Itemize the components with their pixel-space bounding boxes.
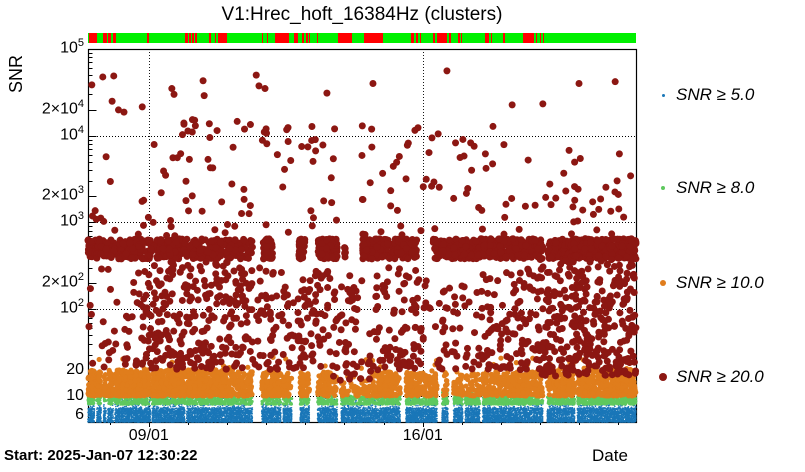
y-tick-label: 2×102	[41, 271, 84, 291]
legend: SNR ≥ 5.0 SNR ≥ 8.0 SNR ≥ 10.0 SNR ≥ 20.…	[650, 0, 805, 472]
legend-marker-box	[650, 372, 676, 382]
legend-item-snr10: SNR ≥ 10.0	[650, 268, 764, 298]
y-tick-label: 104	[60, 123, 84, 144]
x-axis-title: Date	[592, 446, 628, 465]
y-tick-label: 10	[66, 386, 84, 404]
legend-label-snr8: SNR ≥ 8.0	[676, 178, 755, 197]
snr8-marker-icon	[660, 185, 666, 191]
legend-label-snr5: SNR ≥ 5.0	[676, 85, 755, 104]
start-time-label: Start: 2025-Jan-07 12:30:22	[4, 447, 198, 464]
legend-item-snr5: SNR ≥ 5.0	[650, 80, 754, 110]
snr10-marker-icon	[659, 279, 667, 287]
y-tick-label: 102	[60, 297, 84, 317]
y-tick-label: 6	[75, 406, 84, 424]
y-tick-label: 20	[66, 360, 84, 378]
y-tick-label: 2×104	[41, 97, 84, 117]
legend-marker-box	[650, 185, 676, 191]
y-tick-label: 2×103	[41, 184, 84, 204]
x-tick-label: 16/01	[402, 427, 443, 444]
legend-label-snr10: SNR ≥ 10.0	[676, 273, 764, 292]
snr5-marker-icon	[661, 93, 665, 97]
legend-marker-box	[650, 279, 676, 287]
x-tick-label: 09/01	[128, 427, 169, 444]
y-tick-label: 105	[60, 37, 84, 57]
snr20-marker-icon	[658, 372, 668, 382]
y-tick-label: 103	[60, 210, 84, 230]
legend-marker-box	[650, 93, 676, 97]
legend-item-snr8: SNR ≥ 8.0	[650, 173, 754, 203]
legend-label-snr20: SNR ≥ 20.0	[676, 367, 764, 386]
legend-item-snr20: SNR ≥ 20.0	[650, 362, 764, 392]
